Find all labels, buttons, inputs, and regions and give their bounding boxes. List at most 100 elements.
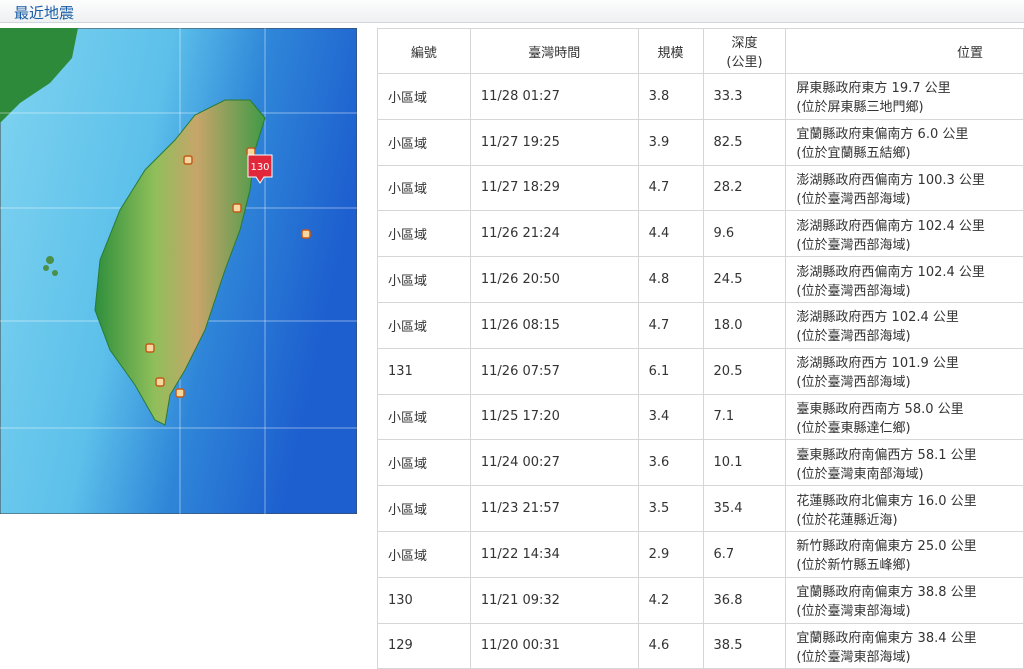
taiwan-island <box>94 99 266 426</box>
quake-row[interactable]: 小區域 11/24 00:27 3.6 10.1 臺東縣政府南偏西方 58.1 公里 (位… <box>377 439 1024 487</box>
quake-row[interactable]: 130 11/21 09:32 4.2 36.8 宜蘭縣政府南偏東方 38.8 公里 (位… <box>377 576 1024 624</box>
cell: 4.7 <box>637 164 704 212</box>
quake-row[interactable]: 小區域 11/25 17:20 3.4 7.1 臺東縣政府西南方 58.0 公里 (位於臺… <box>377 393 1024 441</box>
cell: 4.2 <box>637 576 704 624</box>
cell: 18.0 <box>702 301 787 349</box>
cell: 82.5 <box>702 118 787 166</box>
cell: 4.8 <box>637 256 704 303</box>
cell: 屏東縣政府東方 19.7 公里 (位於屏東縣三地門鄉) <box>785 73 1024 120</box>
cell: 11/26 07:57 <box>469 347 639 395</box>
quake-row[interactable]: 小區域 11/26 08:15 4.7 18.0 澎湖縣政府西方 102.4 公里 (位於… <box>377 301 1024 349</box>
location-line: 屏東縣政府東方 19.7 公里 <box>796 81 951 97</box>
cell: 131 <box>377 347 471 395</box>
location-line: 宜蘭縣政府南偏東方 38.8 公里 <box>796 585 977 601</box>
cell: 小區域 <box>377 210 471 258</box>
quake-row[interactable]: 小區域 11/28 01:27 3.8 33.3 屏東縣政府東方 19.7 公里 (位於屏… <box>377 73 1024 120</box>
cell: 小區域 <box>377 485 471 532</box>
cell: 2.9 <box>637 530 704 578</box>
cell: 宜蘭縣政府南偏東方 38.4 公里 (位於臺灣東部海域) <box>785 622 1024 669</box>
cell: 澎湖縣政府西偏南方 102.4 公里 (位於臺灣西部海域) <box>785 210 1024 258</box>
cell: 7.1 <box>702 393 787 441</box>
cell: 3.9 <box>637 118 704 166</box>
quake-row[interactable]: 小區域 11/27 18:29 4.7 28.2 澎湖縣政府西偏南方 100.3 公里 (… <box>377 164 1024 212</box>
cell: 20.5 <box>702 347 787 395</box>
map: 130 <box>0 28 357 514</box>
cell: 11/22 14:34 <box>469 530 639 578</box>
column-header-line: 深度 <box>731 36 758 51</box>
cell: 11/26 08:15 <box>469 301 639 349</box>
quake-row[interactable]: 小區域 11/26 21:24 4.4 9.6 澎湖縣政府西偏南方 102.4 公里 (位… <box>377 210 1024 258</box>
location-line: 澎湖縣政府西方 101.9 公里 <box>796 356 959 372</box>
location-line: (位於臺灣東部海域) <box>796 604 911 620</box>
location-line: 花蓮縣政府北偏東方 16.0 公里 <box>796 493 977 509</box>
location-line: (位於臺灣西部海域) <box>796 283 911 299</box>
cell: 小區域 <box>377 118 471 166</box>
cell: 臺東縣政府西南方 58.0 公里 (位於臺東縣達仁鄉) <box>785 393 1024 441</box>
cell: 3.6 <box>637 439 704 487</box>
cell: 38.5 <box>702 622 787 669</box>
title-bar: 最近地震 <box>0 0 1024 23</box>
cell: 4.7 <box>637 301 704 349</box>
cell: 小區域 <box>377 439 471 487</box>
quake-row[interactable]: 小區域 11/22 14:34 2.9 6.7 新竹縣政府南偏東方 25.0 公里 (位於… <box>377 530 1024 578</box>
location-line: (位於屏東縣三地門鄉) <box>796 100 924 116</box>
cell: 33.3 <box>702 73 787 120</box>
location-line: (位於臺灣西部海域) <box>796 191 911 207</box>
cell: 11/27 19:25 <box>469 118 639 166</box>
cell: 10.1 <box>702 439 787 487</box>
location-line: 澎湖縣政府西偏南方 100.3 公里 <box>796 172 985 188</box>
cell: 小區域 <box>377 164 471 212</box>
location-line: 澎湖縣政府西偏南方 102.4 公里 <box>796 264 985 280</box>
location-line: (位於臺灣西部海域) <box>796 329 911 345</box>
cell: 3.4 <box>637 393 704 441</box>
cell: 6.1 <box>637 347 704 395</box>
location-line: (位於臺灣東部海域) <box>796 649 911 665</box>
column-header: 位置 <box>785 28 1024 74</box>
quake-row[interactable]: 小區域 11/23 21:57 3.5 35.4 花蓮縣政府北偏東方 16.0 公里 (位… <box>377 485 1024 532</box>
penghu-islands <box>43 256 58 276</box>
cell: 35.4 <box>702 485 787 532</box>
cell: 澎湖縣政府西方 102.4 公里 (位於臺灣西部海域) <box>785 301 1024 349</box>
cell: 花蓮縣政府北偏東方 16.0 公里 (位於花蓮縣近海) <box>785 485 1024 532</box>
location-line: (位於宜蘭縣五結鄉) <box>796 146 911 162</box>
location-line: 臺東縣政府西南方 58.0 公里 <box>796 401 964 417</box>
location-line: 澎湖縣政府西方 102.4 公里 <box>796 310 959 326</box>
cell: 3.5 <box>637 485 704 532</box>
column-header: 臺灣時間 <box>469 28 639 74</box>
cell: 129 <box>377 622 471 669</box>
cell: 小區域 <box>377 73 471 120</box>
cell: 28.2 <box>702 164 787 212</box>
location-line: 臺東縣政府南偏西方 58.1 公里 <box>796 447 977 463</box>
location-line: 新竹縣政府南偏東方 25.0 公里 <box>796 539 977 555</box>
location-line: (位於臺灣西部海域) <box>796 375 911 391</box>
location-line: (位於花蓮縣近海) <box>796 512 898 528</box>
column-header: 深度 (公里) <box>702 28 787 74</box>
column-header-line: (公里) <box>726 55 763 70</box>
cell: 宜蘭縣政府南偏東方 38.8 公里 (位於臺灣東部海域) <box>785 576 1024 624</box>
section-title: 最近地震 <box>14 4 75 22</box>
location-line: 宜蘭縣政府南偏東方 38.4 公里 <box>796 630 977 646</box>
location-line: (位於臺東縣達仁鄉) <box>796 420 911 436</box>
cell: 11/26 20:50 <box>469 256 639 303</box>
cell: 11/26 21:24 <box>469 210 639 258</box>
quake-row[interactable]: 小區域 11/26 20:50 4.8 24.5 澎湖縣政府西偏南方 102.4 公里 (… <box>377 256 1024 303</box>
cell: 6.7 <box>702 530 787 578</box>
cell: 3.8 <box>637 73 704 120</box>
cell: 澎湖縣政府西偏南方 100.3 公里 (位於臺灣西部海域) <box>785 164 1024 212</box>
cell: 11/27 18:29 <box>469 164 639 212</box>
cell: 11/25 17:20 <box>469 393 639 441</box>
quake-row[interactable]: 小區域 11/27 19:25 3.9 82.5 宜蘭縣政府東偏南方 6.0 公里 (位於… <box>377 118 1024 166</box>
highlight-marker[interactable] <box>247 154 273 184</box>
cell: 4.4 <box>637 210 704 258</box>
cell: 130 <box>377 576 471 624</box>
cell: 11/23 21:57 <box>469 485 639 532</box>
location-line: 澎湖縣政府西偏南方 102.4 公里 <box>796 218 985 234</box>
cell: 新竹縣政府南偏東方 25.0 公里 (位於新竹縣五峰鄉) <box>785 530 1024 578</box>
cell: 宜蘭縣政府東偏南方 6.0 公里 (位於宜蘭縣五結鄉) <box>785 118 1024 166</box>
quake-row[interactable]: 131 11/26 07:57 6.1 20.5 澎湖縣政府西方 101.9 公里 (位於… <box>377 347 1024 395</box>
quake-row[interactable]: 129 11/20 00:31 4.6 38.5 宜蘭縣政府南偏東方 38.4 公里 (位… <box>377 622 1024 669</box>
cell: 36.8 <box>702 576 787 624</box>
quake-markers[interactable] <box>145 147 311 398</box>
cell: 小區域 <box>377 530 471 578</box>
